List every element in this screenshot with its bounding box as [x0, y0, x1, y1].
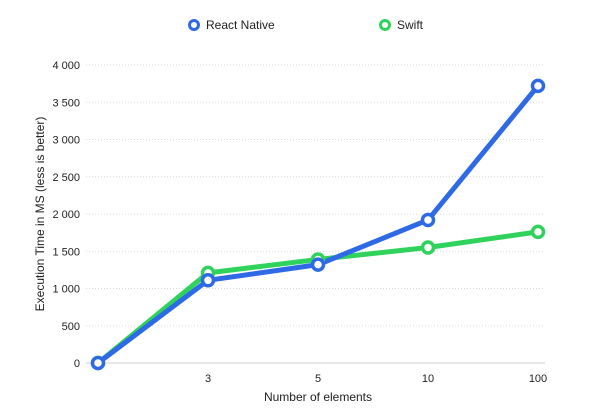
point-react-native-0 [90, 355, 106, 371]
series-line-react-native [95, 83, 541, 366]
point-swift-3 [420, 240, 436, 255]
point-react-native-4 [530, 78, 546, 94]
y-tick-label-3000: 3 000 [52, 135, 80, 147]
legend-marker-swift [379, 19, 391, 31]
legend-item-swift: Swift [379, 18, 424, 32]
x-tick-label-10: 10 [422, 373, 434, 385]
y-tick-label-2500: 2 500 [52, 172, 80, 184]
x-axis-ticks: 3 5 10 100 [205, 373, 547, 385]
series-points [90, 78, 546, 371]
point-react-native-2 [310, 257, 326, 272]
x-tick-label-100: 100 [529, 373, 547, 385]
x-axis-title: Number of elements [264, 390, 372, 404]
point-swift-4 [530, 224, 546, 240]
y-tick-label-0: 0 [74, 358, 80, 370]
legend-marker-react-native [188, 19, 200, 31]
y-tick-label-3500: 3 500 [52, 97, 80, 109]
legend-label-swift: Swift [397, 18, 424, 32]
legend: React Native Swift [188, 18, 424, 32]
y-tick-label-1500: 1 500 [52, 246, 80, 258]
y-tick-label-500: 500 [62, 321, 80, 333]
series-lines [95, 83, 541, 366]
point-react-native-3 [420, 212, 436, 228]
legend-label-react-native: React Native [206, 18, 275, 32]
y-axis-title: Execution Time in MS (less is better) [33, 117, 47, 312]
point-react-native-1 [200, 273, 216, 288]
x-tick-label-5: 5 [315, 373, 321, 385]
gridlines [86, 64, 545, 364]
y-axis-ticks: 0 500 1 000 1 500 2 000 2 500 3 000 3 500 4 000 [52, 60, 80, 370]
y-tick-label-1000: 1 000 [52, 284, 80, 296]
y-tick-label-4000: 4 000 [52, 60, 80, 72]
y-tick-label-2000: 2 000 [52, 209, 80, 221]
x-tick-label-3: 3 [205, 373, 211, 385]
legend-item-react-native: React Native [188, 18, 275, 32]
